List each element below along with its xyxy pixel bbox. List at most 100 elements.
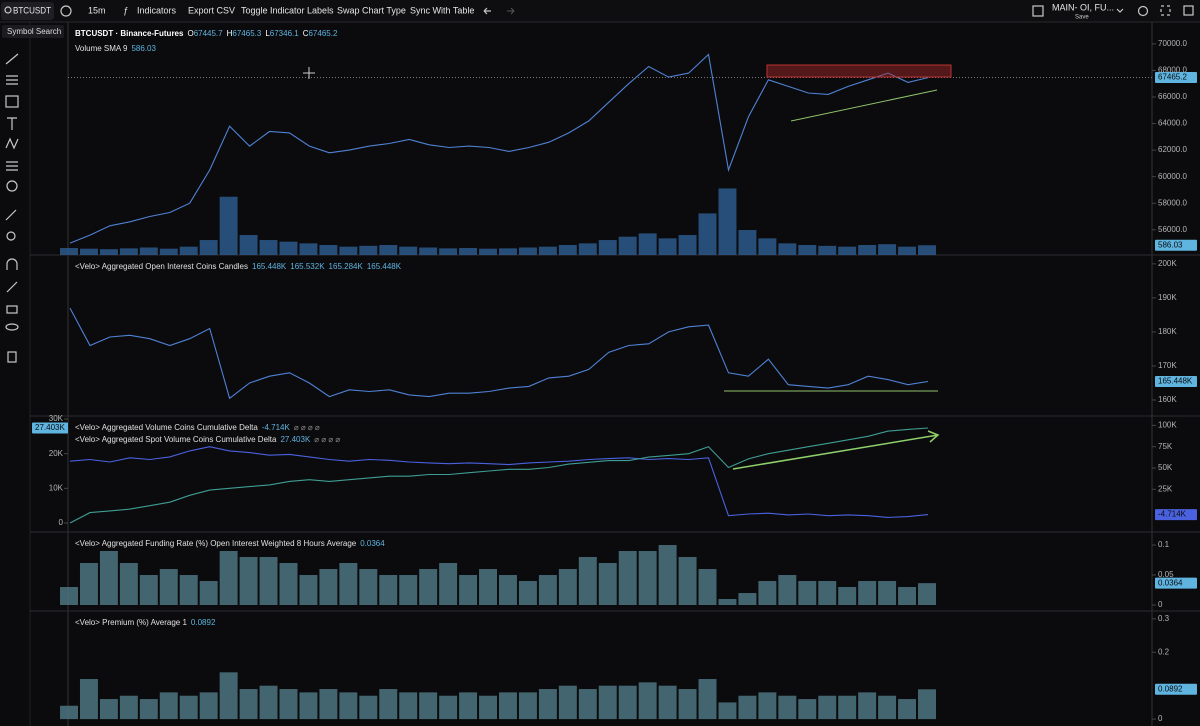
legend-item: H	[227, 29, 233, 38]
volume-bar	[798, 245, 817, 255]
tool-lock[interactable]	[6, 305, 18, 314]
value-badge-label: 586.03	[1158, 240, 1183, 249]
dropdown[interactable]	[1116, 8, 1124, 13]
y-tick-label: 170K	[1158, 361, 1177, 370]
settings-icon[interactable]	[1137, 5, 1149, 17]
add-icon[interactable]	[60, 5, 72, 17]
tool-visibility[interactable]	[5, 323, 19, 331]
layout-name[interactable]: MAIN- OI, FU...	[1052, 2, 1114, 12]
button[interactable]: Indicators	[137, 5, 177, 15]
legend: <Velo> Aggregated Spot Volume Coins Cumu…	[75, 435, 340, 444]
crosshair	[303, 67, 315, 79]
bar	[838, 695, 857, 720]
bar	[578, 557, 597, 606]
y-tick-label: 60000.0	[1158, 172, 1187, 181]
tool-text[interactable]	[7, 117, 17, 130]
bar	[299, 692, 318, 720]
bar	[479, 569, 498, 606]
save[interactable]: Save	[1075, 15, 1089, 21]
bar	[499, 575, 517, 606]
value-badge	[1155, 509, 1197, 521]
legend-item: 165.532K	[290, 262, 325, 271]
series-line	[69, 53, 929, 244]
volume-bar	[79, 248, 98, 255]
y-tick-label: 75K	[1158, 442, 1173, 451]
bar	[638, 682, 657, 720]
bar	[239, 689, 258, 720]
volume-bar	[119, 248, 138, 255]
volume-bar	[838, 246, 857, 255]
tool-prediction[interactable]	[6, 161, 18, 171]
snapshot-icon[interactable]	[1183, 5, 1194, 16]
bar	[219, 672, 238, 720]
bar	[499, 692, 517, 720]
symbol[interactable]: BTCUSDT	[13, 5, 51, 15]
value-badge-label: 0.0892	[1158, 684, 1183, 693]
button[interactable]: Swap Chart Type	[337, 5, 406, 15]
tool-emoji[interactable]	[6, 180, 18, 192]
bar	[199, 692, 218, 720]
tool-magnet[interactable]	[6, 258, 18, 270]
bar	[439, 563, 458, 606]
button[interactable]: Export CSV	[188, 5, 235, 15]
legend: <Velo> Aggregated Open Interest Coins Ca…	[75, 262, 402, 271]
fullscreen-icon[interactable]	[1160, 5, 1171, 16]
tool-lock-drawing[interactable]	[6, 281, 18, 293]
trend-line[interactable]	[790, 89, 938, 122]
bar	[698, 679, 717, 720]
undo[interactable]	[483, 7, 491, 15]
tool-pattern[interactable]	[5, 137, 19, 150]
bar	[299, 575, 318, 606]
volume-bar	[678, 235, 697, 255]
volume-bar	[698, 213, 717, 255]
redo[interactable]	[507, 7, 515, 15]
legend-item: 165.448K	[252, 262, 287, 271]
bar	[658, 545, 677, 606]
y-tick-label: 20K	[49, 449, 64, 458]
legend-item: 165.448K	[367, 262, 402, 271]
bar	[778, 695, 797, 720]
tool-rect[interactable]	[5, 95, 19, 108]
volume-bar	[299, 243, 318, 255]
series-line	[69, 446, 929, 518]
volume-bar	[658, 238, 677, 255]
legend: <Velo> Aggregated Funding Rate (%) Open …	[75, 539, 385, 548]
y-tick-label: 30K	[49, 414, 64, 423]
tool-line[interactable]	[5, 53, 19, 65]
y-tick-label: 180K	[1158, 327, 1177, 336]
legend-item: -4.714K	[262, 423, 291, 432]
value-badge-label: 165.448K	[1158, 377, 1193, 386]
legend: <Velo> Aggregated Volume Coins Cumulativ…	[75, 423, 320, 432]
tool-delete[interactable]	[7, 351, 17, 363]
bar	[159, 692, 178, 720]
tool-ruler[interactable]	[5, 209, 17, 221]
bar	[538, 689, 557, 720]
volume-bar	[558, 245, 577, 255]
interval[interactable]: 15m	[88, 5, 106, 15]
volume-bar	[578, 243, 597, 255]
legend: <Velo> Premium (%) Average 1 0.0892	[75, 618, 216, 627]
bar	[638, 551, 657, 606]
value-badge	[1155, 577, 1197, 589]
tool-fib[interactable]	[6, 75, 18, 85]
bar	[798, 699, 817, 720]
symbol-box[interactable]	[1, 2, 54, 20]
value-badge-label: 67465.2	[1158, 73, 1187, 82]
volume-bar	[538, 246, 557, 255]
zone-drawing[interactable]	[766, 64, 952, 78]
toolbar	[0, 0, 1200, 22]
bar	[439, 695, 458, 720]
y-tick-label: 0.1	[1158, 540, 1170, 549]
legend-item: <Velo> Aggregated Funding Rate (%) Open …	[75, 539, 357, 548]
button[interactable]: Sync With Table	[410, 5, 474, 15]
button[interactable]: Toggle Indicator Labels	[241, 5, 334, 15]
legend-item: C	[303, 29, 309, 38]
layout-icon[interactable]	[1032, 5, 1044, 17]
bar	[319, 569, 338, 606]
volume-bar	[598, 240, 617, 255]
trend-arrow[interactable]	[732, 430, 940, 470]
bar	[459, 575, 478, 606]
bar	[698, 569, 717, 606]
tool-zoom[interactable]	[6, 231, 16, 241]
indicator-icon: ƒ	[123, 5, 128, 15]
